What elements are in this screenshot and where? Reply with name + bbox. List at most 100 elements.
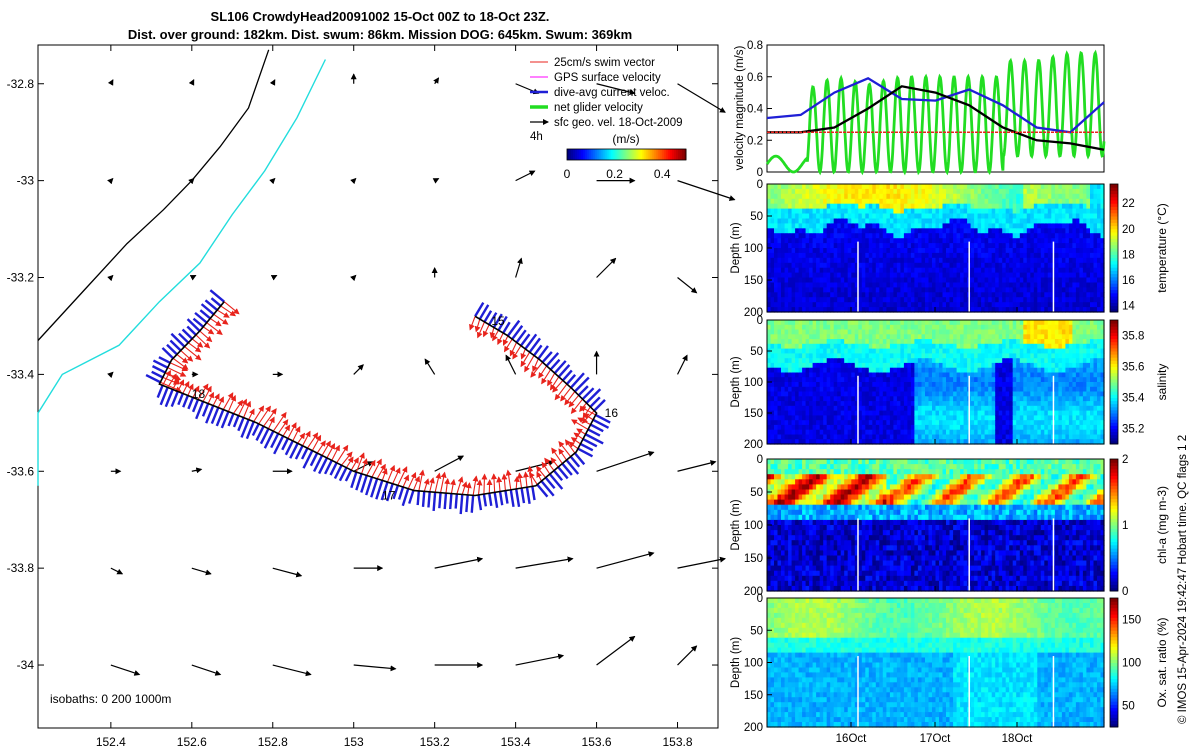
section-cell (851, 272, 856, 279)
section-cell (802, 358, 807, 364)
section-cell (865, 396, 870, 402)
section-cell (854, 415, 859, 421)
section-cell (907, 386, 912, 393)
section-colorbar-cell (1110, 286, 1118, 291)
section-cell (893, 434, 898, 440)
section-cell (963, 320, 968, 326)
section-cell (935, 405, 940, 412)
section-cell (767, 396, 772, 402)
section-cell (840, 348, 845, 354)
section-cell (981, 362, 986, 369)
section-cell (875, 329, 880, 335)
section-cell (791, 429, 796, 436)
section-cell (816, 382, 821, 388)
section-cell (826, 257, 831, 264)
section-cell (798, 362, 803, 369)
section-cell (767, 415, 772, 421)
section-cell (868, 329, 873, 335)
section-cell (795, 358, 800, 364)
section-cell (1061, 213, 1066, 219)
section-cell (942, 439, 947, 445)
section-cell (1016, 208, 1021, 215)
section-cell (914, 307, 919, 313)
section-colorbar-cell (1110, 251, 1118, 255)
section-cell (784, 324, 789, 331)
section-cell (872, 377, 877, 383)
section-cell (889, 257, 894, 264)
section-cell (791, 434, 796, 440)
section-cell (788, 228, 793, 234)
section-cell (1037, 203, 1042, 210)
section-cell (865, 434, 870, 440)
section-cell (1009, 297, 1014, 303)
section-cell (858, 320, 863, 326)
section-cell (949, 429, 954, 436)
section-cell (942, 334, 947, 340)
section-cell (970, 358, 975, 364)
section-cell (984, 367, 989, 374)
section-cell (812, 424, 817, 431)
section-colorbar-cell (1110, 270, 1118, 275)
section-cell (939, 401, 944, 407)
section-cell (949, 324, 954, 331)
section-cell (858, 424, 863, 431)
section-cell (819, 184, 824, 190)
section-cell (988, 353, 993, 359)
section-cell (928, 339, 933, 345)
section-cell (946, 257, 951, 264)
section-cell (875, 434, 880, 440)
section-cell (826, 223, 831, 229)
section-cell (886, 396, 891, 402)
section-cell (928, 396, 933, 402)
section-cell (784, 272, 789, 279)
section-cell (784, 248, 789, 254)
section-cell (844, 410, 849, 416)
section-cell (970, 272, 975, 279)
section-cell (970, 372, 975, 378)
section-cell (886, 287, 891, 293)
section-cell (770, 188, 775, 195)
section-cell (879, 362, 884, 369)
section-cell (925, 362, 930, 369)
section-cell (1086, 188, 1091, 195)
section-cell (868, 287, 873, 293)
section-cell (1002, 233, 1007, 239)
section-cell (872, 213, 877, 219)
section-cell (889, 362, 894, 369)
section-cell (991, 198, 996, 205)
section-cell (1023, 405, 1028, 412)
section-cell (784, 257, 789, 264)
section-cell (917, 415, 922, 421)
section-cell (935, 272, 940, 279)
section-cell (774, 362, 779, 369)
section-cell (847, 218, 852, 224)
swim-vector (476, 479, 483, 496)
section-cell (798, 272, 803, 279)
section-cell (1012, 262, 1017, 269)
section-cell (844, 282, 849, 288)
section-cell (868, 282, 873, 288)
section-cell (925, 415, 930, 421)
section-cell (1082, 287, 1087, 293)
section-cell (995, 367, 1000, 374)
section-cell (770, 184, 775, 190)
section-cell (946, 277, 951, 283)
section-cell (865, 287, 870, 293)
section-cell (953, 396, 958, 402)
section-cell (1005, 307, 1010, 313)
section-cell (984, 334, 989, 340)
section-cell (812, 218, 817, 224)
section-cell (998, 429, 1003, 436)
section-cell (900, 439, 905, 445)
geo-velocity-arrow (269, 177, 276, 185)
section-cell (812, 208, 817, 215)
section-cell (1065, 248, 1070, 254)
section-cell (840, 193, 845, 200)
section-cell (1019, 377, 1024, 383)
section-cell (1009, 302, 1014, 308)
section-cell (995, 233, 1000, 239)
section-cell (875, 343, 880, 350)
section-cell (875, 377, 880, 383)
section-cell (1051, 193, 1056, 200)
section-cell (840, 282, 845, 288)
